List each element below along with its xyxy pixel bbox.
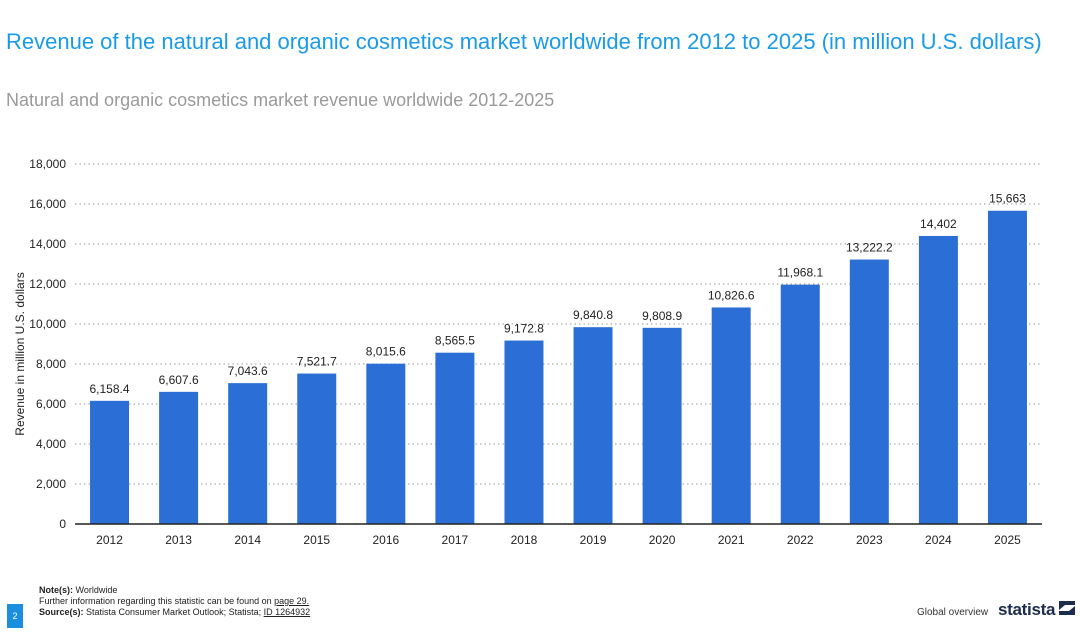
chart-subtitle: Natural and organic cosmetics market rev…: [6, 90, 555, 110]
y-tick-label: 10,000: [29, 317, 66, 331]
x-tick-label: 2019: [580, 533, 607, 547]
data-label: 13,222.2: [846, 241, 893, 255]
y-tick-label: 6,000: [36, 397, 66, 411]
bar: [366, 363, 406, 524]
x-tick-label: 2025: [994, 533, 1021, 547]
y-tick-label: 2,000: [36, 477, 66, 491]
x-axis-ticks: 2012 2013 2014 2015 2016 2017 2018 2019 2020 2021…: [96, 533, 1021, 547]
note-label: Note(s):: [39, 585, 73, 595]
x-tick-label: 2014: [234, 533, 261, 547]
y-axis-ticks: 0 2,000 4,000 6,000 8,000 10,000 12,000 14,000 1…: [29, 157, 66, 531]
bar: [711, 307, 751, 524]
grid-lines: [75, 163, 1042, 485]
y-tick-label: 0: [59, 517, 66, 531]
page-number-badge: 2: [7, 604, 23, 628]
source-text: Statista Consumer Market Outlook; Statis…: [86, 607, 262, 617]
bar: [159, 391, 199, 524]
note-text: Worldwide: [75, 585, 118, 595]
data-label: 8,015.6: [366, 345, 406, 359]
chart-title: Revenue of the natural and organic cosme…: [6, 29, 1042, 54]
bar-chart: 0 2,000 4,000 6,000 8,000 10,000 12,000 14,000 1…: [13, 157, 1042, 547]
x-tick-label: 2012: [96, 533, 123, 547]
bar: [918, 235, 958, 524]
info-line: Further information regarding this stati…: [39, 596, 310, 607]
bar: [780, 284, 820, 524]
y-tick-label: 8,000: [36, 357, 66, 371]
data-label: 11,968.1: [777, 266, 823, 280]
x-tick-label: 2017: [442, 533, 469, 547]
x-tick-label: 2016: [372, 533, 399, 547]
x-tick-label: 2018: [511, 533, 538, 547]
data-label: 7,043.6: [228, 364, 268, 378]
data-label: 10,826.6: [708, 288, 755, 302]
source-line: Source(s): Statista Consumer Market Outl…: [39, 607, 310, 618]
info-text: Further information regarding this stati…: [39, 596, 272, 606]
x-tick-label: 2020: [649, 533, 676, 547]
bar: [849, 259, 889, 524]
source-id-link[interactable]: ID 1264932: [263, 607, 311, 617]
data-labels: 6,158.4 6,607.6 7,043.6 7,521.7 8,015.6 8,565…: [90, 192, 1027, 396]
data-label: 9,840.8: [573, 308, 613, 322]
statista-logo-icon: [1059, 601, 1075, 615]
y-tick-label: 14,000: [29, 237, 66, 251]
bar: [987, 210, 1027, 524]
source-label: Source(s):: [39, 607, 84, 617]
data-label: 6,158.4: [90, 382, 130, 396]
y-tick-label: 18,000: [29, 157, 66, 171]
statista-logo-text: statista: [998, 600, 1056, 619]
x-tick-label: 2024: [925, 533, 952, 547]
bar: [573, 327, 613, 524]
x-tick-label: 2021: [718, 533, 745, 547]
y-tick-label: 4,000: [36, 437, 66, 451]
data-label: 15,663: [989, 192, 1026, 206]
bar: [90, 400, 130, 524]
data-label: 8,565.5: [435, 334, 475, 348]
data-label: 6,607.6: [159, 373, 199, 387]
data-label: 14,402: [920, 217, 957, 231]
info-page-link[interactable]: page 29.: [274, 596, 310, 606]
bar: [228, 383, 268, 524]
data-label: 9,172.8: [504, 322, 544, 336]
x-tick-label: 2022: [787, 533, 814, 547]
y-axis-title: Revenue in million U.S. dollars: [13, 272, 27, 435]
bar: [504, 340, 544, 524]
data-label: 9,808.9: [642, 309, 682, 323]
x-tick-label: 2023: [856, 533, 883, 547]
section-label: Global overview: [917, 607, 989, 618]
bar: [642, 327, 682, 524]
bars: [90, 210, 1027, 524]
y-tick-label: 12,000: [29, 277, 66, 291]
y-tick-label: 16,000: [29, 197, 66, 211]
bar: [297, 373, 337, 524]
x-tick-label: 2015: [303, 533, 330, 547]
data-label: 7,521.7: [297, 355, 337, 369]
footer-notes: Note(s): Worldwide Further information r…: [39, 585, 310, 618]
bar: [435, 352, 475, 524]
x-tick-label: 2013: [165, 533, 192, 547]
note-line: Note(s): Worldwide: [39, 585, 310, 596]
